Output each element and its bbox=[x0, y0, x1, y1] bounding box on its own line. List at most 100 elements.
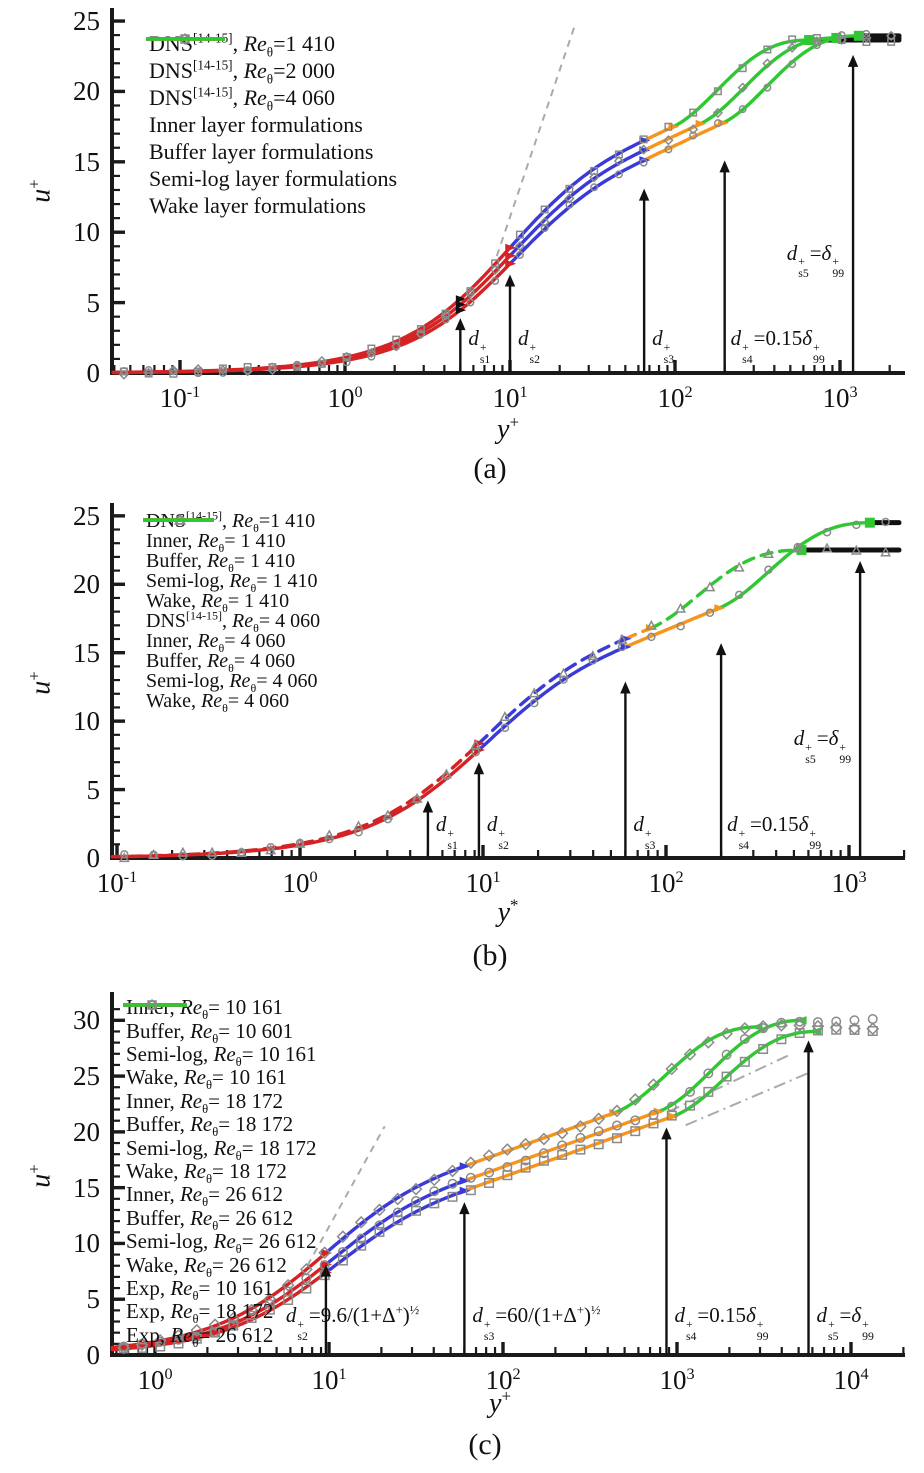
triangle-data-marker bbox=[353, 820, 365, 831]
annotations bbox=[455, 54, 859, 372]
circle-data-marker bbox=[207, 851, 217, 861]
circle-data-marker bbox=[639, 158, 648, 167]
square-data-marker bbox=[703, 1086, 714, 1097]
circle-data-marker bbox=[383, 814, 393, 824]
square-data-marker bbox=[283, 1295, 294, 1306]
diamond-data-marker bbox=[638, 144, 649, 155]
d-s2-transition-marker bbox=[321, 1260, 333, 1269]
circle-data-marker bbox=[738, 105, 747, 114]
circle-data-marker bbox=[325, 834, 334, 844]
circle-data-marker bbox=[739, 1033, 750, 1044]
circle-data-marker bbox=[529, 698, 539, 708]
profile-curve-segment bbox=[324, 1189, 467, 1275]
triangle-data-marker bbox=[558, 667, 569, 678]
square-data-marker bbox=[210, 1327, 221, 1338]
circle-data-marker bbox=[849, 1015, 860, 1026]
profile-curve-segment bbox=[612, 1025, 760, 1115]
square-data-marker bbox=[264, 1304, 275, 1315]
square-data-marker bbox=[593, 1139, 604, 1150]
square-data-marker bbox=[630, 1126, 641, 1137]
diamond-data-marker bbox=[665, 1062, 679, 1076]
circle-data-marker bbox=[243, 366, 252, 375]
d-s2-transition-marker bbox=[474, 739, 486, 748]
circle-data-marker bbox=[734, 590, 744, 600]
square-data-marker bbox=[301, 1283, 312, 1294]
profile-curve-segment bbox=[111, 262, 512, 375]
diamond-data-marker bbox=[762, 58, 773, 69]
circle-data-marker bbox=[392, 342, 401, 351]
diamond-data-marker bbox=[613, 155, 625, 167]
circle-data-marker bbox=[793, 542, 803, 552]
d-s2-transition-marker bbox=[505, 259, 517, 268]
triangle-data-marker bbox=[675, 602, 687, 613]
circle-data-marker bbox=[515, 250, 524, 259]
square-data-marker bbox=[538, 1155, 549, 1166]
annotation-arrowhead bbox=[620, 681, 631, 694]
profile-curve-segment bbox=[642, 121, 725, 162]
circle-data-marker bbox=[540, 224, 549, 233]
square-data-marker bbox=[648, 1118, 659, 1129]
circle-data-marker bbox=[317, 360, 326, 369]
axes bbox=[110, 8, 905, 375]
circle-data-marker bbox=[705, 608, 715, 618]
diamond-data-marker bbox=[354, 1215, 368, 1229]
panel-b-plot bbox=[110, 503, 906, 863]
panel-b: 10-1 100 101 102 103 0 5 10 15 20 25 d + s1 d + s2 d + s3 d +… bbox=[0, 497, 924, 990]
dashed-reference-line bbox=[495, 26, 576, 257]
profile-curve-segment bbox=[462, 1114, 675, 1193]
profile-curve-segment bbox=[462, 1109, 660, 1183]
circle-data-marker bbox=[354, 828, 363, 837]
data-markers bbox=[118, 29, 897, 380]
square-data-marker bbox=[776, 1034, 787, 1045]
circle-data-marker bbox=[169, 367, 178, 376]
d-s4-transition-marker bbox=[667, 1112, 679, 1121]
diamond-data-marker bbox=[539, 217, 550, 228]
annotation-arrowhead bbox=[473, 762, 485, 775]
d-s5-wake-end-marker bbox=[864, 517, 875, 528]
diamond-data-marker bbox=[391, 1192, 405, 1206]
square-data-marker bbox=[575, 1144, 586, 1155]
diamond-data-marker bbox=[537, 1132, 551, 1146]
square-data-marker bbox=[664, 122, 673, 131]
square-data-marker bbox=[243, 362, 252, 371]
circle-data-marker bbox=[429, 1186, 440, 1197]
diamond-data-marker bbox=[836, 34, 847, 46]
circle-data-marker bbox=[293, 360, 302, 369]
square-data-marker bbox=[169, 369, 178, 378]
d-s4-transition-marker bbox=[695, 119, 707, 128]
diamond-data-marker bbox=[738, 1022, 752, 1035]
diamond-data-marker bbox=[226, 1311, 240, 1325]
circle-data-marker bbox=[630, 1115, 641, 1126]
d-s5-wake-end-marker bbox=[853, 30, 864, 41]
annotation-arrowhead bbox=[422, 800, 434, 813]
circle-data-marker bbox=[763, 83, 772, 92]
profile-curve-segment bbox=[324, 1164, 467, 1255]
square-data-marker bbox=[639, 135, 648, 144]
triangle-data-marker bbox=[587, 650, 599, 661]
square-data-marker bbox=[758, 1044, 769, 1055]
square-data-marker bbox=[540, 205, 549, 214]
square-data-marker bbox=[666, 1110, 677, 1121]
diamond-data-marker bbox=[440, 310, 451, 321]
circle-data-marker bbox=[721, 1049, 732, 1060]
reference-lines bbox=[300, 1052, 810, 1278]
square-data-marker bbox=[337, 1255, 348, 1266]
profile-curve-segment bbox=[477, 645, 628, 752]
circle-data-marker bbox=[447, 1178, 458, 1189]
dashed-reference-line bbox=[300, 1125, 386, 1278]
square-data-marker bbox=[465, 1185, 476, 1196]
diamond-data-marker bbox=[316, 355, 328, 367]
diamond-data-marker bbox=[701, 1036, 715, 1049]
diamond-data-marker bbox=[628, 1093, 642, 1106]
square-data-marker bbox=[246, 1313, 257, 1324]
square-data-marker bbox=[484, 1177, 495, 1188]
diamond-data-marker bbox=[555, 1126, 569, 1140]
circle-data-marker bbox=[593, 1126, 604, 1137]
profile-curve-segment bbox=[671, 38, 811, 129]
d-s3-transition-marker bbox=[459, 1162, 471, 1171]
diamond-data-marker bbox=[589, 172, 600, 183]
diamond-data-marker bbox=[190, 1323, 204, 1337]
square-data-marker bbox=[867, 1026, 878, 1037]
triangle-data-marker bbox=[206, 846, 218, 857]
circle-data-marker bbox=[647, 632, 656, 642]
